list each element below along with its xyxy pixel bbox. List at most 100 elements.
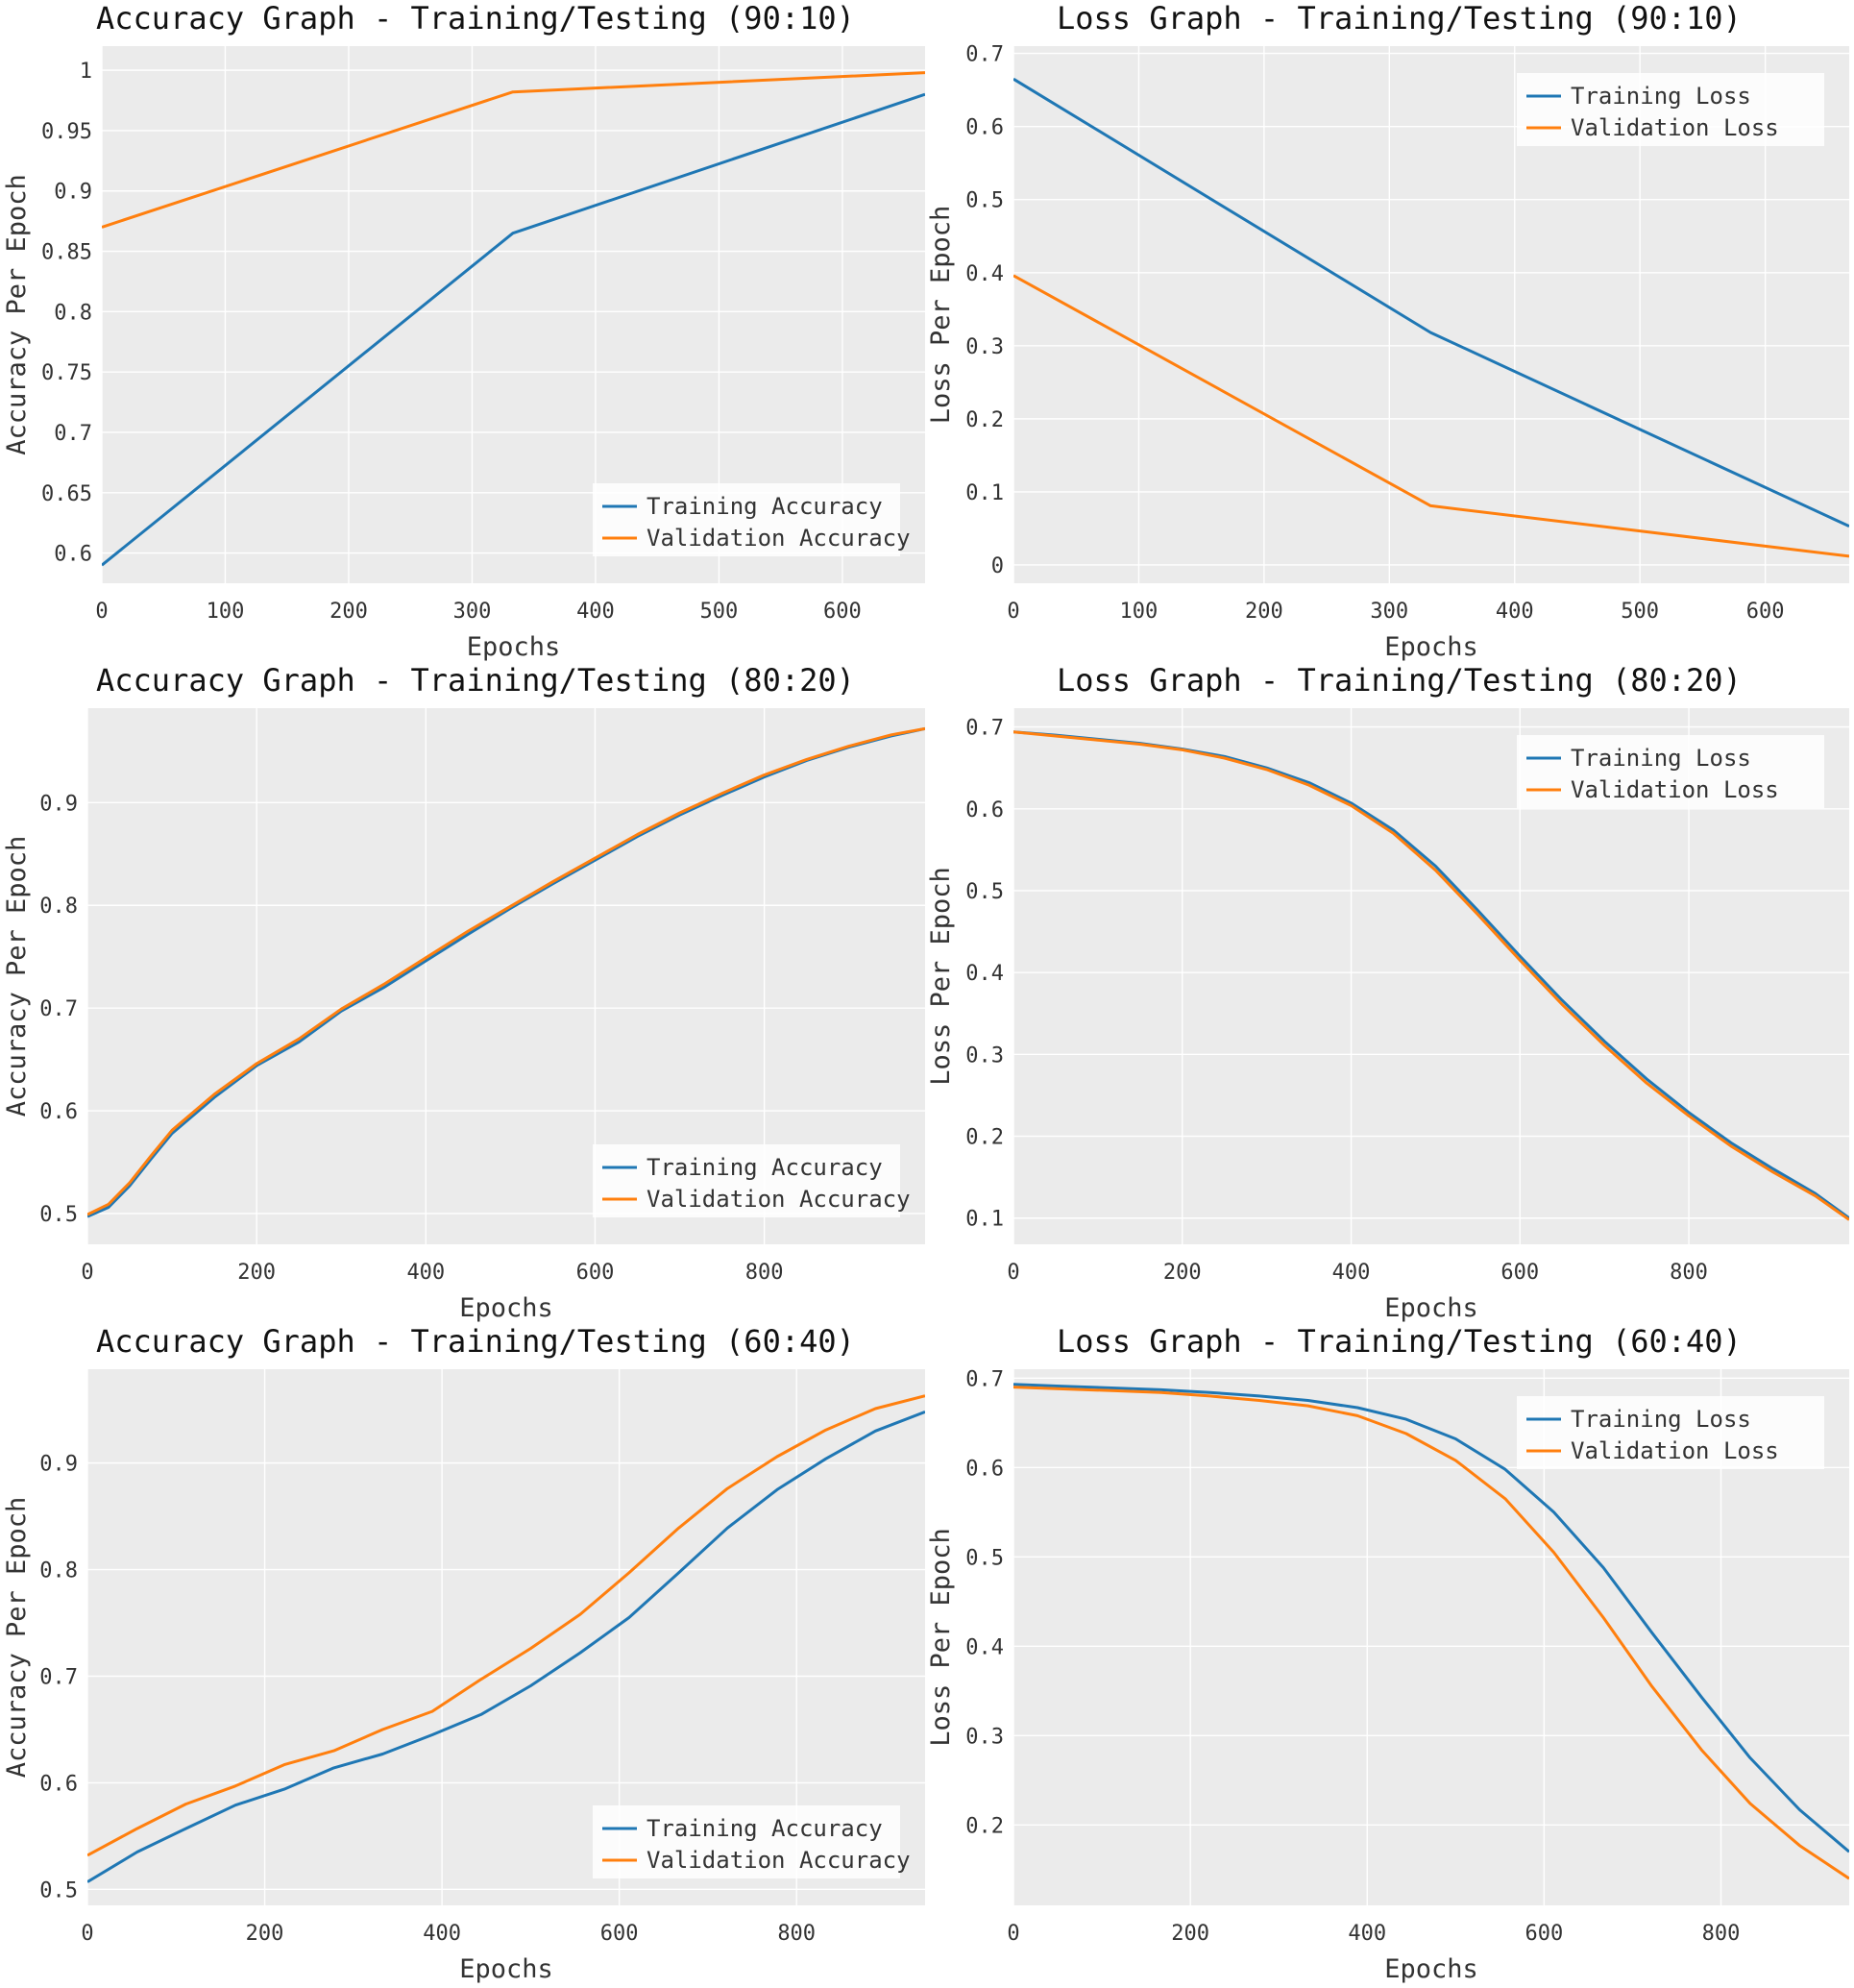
- series-line-validation-loss: [1013, 1386, 1849, 1880]
- x-axis-label: Epochs: [467, 632, 561, 662]
- x-tick-label: 200: [1245, 600, 1283, 624]
- x-tick-label: 600: [1500, 1261, 1539, 1285]
- x-tick-label: 800: [1702, 1922, 1741, 1946]
- y-tick-label: 0.5: [965, 880, 1004, 904]
- x-tick-label: 200: [237, 1261, 276, 1285]
- y-tick-label: 0.6: [54, 543, 92, 567]
- legend-label: Training Loss: [1571, 745, 1751, 772]
- legend: Training Loss Validation Loss: [1517, 73, 1824, 146]
- x-tick-label: 400: [406, 1261, 445, 1285]
- y-tick-label: 0.5: [965, 189, 1004, 213]
- legend: Training Loss Validation Loss: [1517, 735, 1824, 808]
- x-axis-label: Epochs: [459, 1954, 553, 1984]
- y-tick-label: 0.7: [39, 1665, 78, 1689]
- x-tick-label: 0: [1007, 1922, 1019, 1946]
- x-tick-label: 100: [1120, 600, 1159, 624]
- chart-title: Accuracy Graph - Training/Testing (80:20…: [96, 662, 855, 699]
- y-tick-label: 0.85: [41, 241, 92, 265]
- x-tick-label: 100: [207, 600, 245, 624]
- chart-acc-60-40: Accuracy Graph - Training/Testing (60:40…: [2, 1323, 925, 1984]
- y-tick-label: 1: [80, 60, 92, 84]
- y-tick-label: 0.2: [965, 408, 1004, 432]
- legend-box: [593, 483, 900, 556]
- legend-label: Validation Loss: [1571, 1437, 1779, 1464]
- x-tick-label: 400: [1496, 600, 1534, 624]
- legend-label: Validation Accuracy: [646, 525, 911, 552]
- chart-title: Loss Graph - Training/Testing (60:40): [1057, 1323, 1742, 1360]
- x-tick-label: 800: [777, 1922, 816, 1946]
- y-tick-label: 0.7: [54, 422, 92, 446]
- x-axis-label: Epochs: [1384, 632, 1478, 662]
- y-tick-label: 0.8: [54, 301, 92, 325]
- x-tick-label: 0: [1007, 1261, 1019, 1285]
- chart-loss-80-20: Loss Graph - Training/Testing (80:20) 0 20…: [926, 662, 1849, 1323]
- x-tick-label: 0: [1007, 600, 1019, 624]
- y-tick-label: 0.2: [965, 1814, 1004, 1838]
- x-tick-label: 200: [1163, 1261, 1202, 1285]
- chart-title: Loss Graph - Training/Testing (90:10): [1057, 0, 1742, 37]
- x-tick-label: 400: [423, 1922, 461, 1946]
- x-tick-label: 300: [453, 600, 492, 624]
- y-axis-label: Loss Per Epoch: [926, 867, 956, 1086]
- x-tick-label: 200: [1171, 1922, 1209, 1946]
- x-tick-label: 200: [246, 1922, 284, 1946]
- legend-label: Validation Accuracy: [646, 1847, 911, 1874]
- y-tick-label: 0.3: [965, 1043, 1004, 1068]
- y-tick-label: 0.3: [965, 335, 1004, 359]
- chart-title: Accuracy Graph - Training/Testing (90:10…: [96, 0, 855, 37]
- legend-label: Training Accuracy: [646, 1154, 883, 1181]
- x-axis-label: Epochs: [1384, 1293, 1478, 1323]
- y-tick-label: 0.2: [965, 1126, 1004, 1150]
- y-tick-label: 0.7: [39, 997, 78, 1021]
- y-tick-label: 0.7: [965, 717, 1004, 741]
- chart-loss-90-10: Loss Graph - Training/Testing (90:10) 0 10…: [926, 0, 1849, 662]
- legend-label: Validation Accuracy: [646, 1186, 911, 1213]
- series-line-training-loss: [1013, 1383, 1849, 1853]
- y-tick-label: 0.65: [41, 482, 92, 506]
- y-tick-label: 0.3: [965, 1725, 1004, 1749]
- x-tick-label: 500: [700, 600, 739, 624]
- legend: Training Accuracy Validation Accuracy: [593, 483, 911, 556]
- y-axis-label: Loss Per Epoch: [926, 206, 956, 425]
- chart-acc-90-10: Accuracy Graph - Training/Testing (90:10…: [2, 0, 925, 662]
- x-tick-label: 200: [329, 600, 368, 624]
- y-tick-label: 0.6: [965, 1457, 1004, 1481]
- legend-box: [1517, 735, 1824, 808]
- legend-box: [1517, 73, 1824, 146]
- chart-acc-80-20: Accuracy Graph - Training/Testing (80:20…: [2, 662, 925, 1323]
- x-axis-label: Epochs: [459, 1293, 553, 1323]
- y-tick-label: 0.1: [965, 481, 1004, 505]
- y-tick-label: 0.75: [41, 361, 92, 385]
- x-tick-label: 600: [823, 600, 862, 624]
- y-tick-label: 0.1: [965, 1208, 1004, 1232]
- x-tick-label: 500: [1621, 600, 1659, 624]
- legend-label: Training Accuracy: [646, 493, 883, 520]
- x-tick-label: 600: [1746, 600, 1785, 624]
- y-tick-label: 0.7: [965, 1367, 1004, 1391]
- y-tick-label: 0.9: [39, 792, 78, 816]
- y-tick-label: 0.9: [54, 181, 92, 205]
- y-tick-label: 0.6: [965, 798, 1004, 822]
- x-tick-label: 0: [95, 600, 108, 624]
- chart-loss-60-40: Loss Graph - Training/Testing (60:40) 0 20…: [926, 1323, 1849, 1984]
- y-tick-label: 0.5: [39, 1203, 78, 1227]
- x-tick-label: 0: [81, 1922, 93, 1946]
- legend-box: [1517, 1396, 1824, 1469]
- series-line-validation-loss: [1013, 730, 1849, 1221]
- legend: Training Accuracy Validation Accuracy: [593, 1805, 911, 1878]
- series-line-validation-accuracy: [102, 71, 925, 229]
- series-line-validation-loss: [1013, 274, 1849, 558]
- y-tick-label: 0.4: [965, 262, 1004, 286]
- y-tick-label: 0.5: [965, 1546, 1004, 1570]
- series-line-validation-accuracy: [87, 1394, 925, 1857]
- legend-label: Training Accuracy: [646, 1815, 883, 1842]
- series-line-validation-accuracy: [87, 726, 925, 1216]
- y-axis-label: Accuracy Per Epoch: [2, 836, 32, 1117]
- legend: Training Loss Validation Loss: [1517, 1396, 1824, 1469]
- y-tick-label: 0.9: [39, 1453, 78, 1477]
- y-axis-label: Loss Per Epoch: [926, 1528, 956, 1747]
- legend: Training Accuracy Validation Accuracy: [593, 1144, 911, 1217]
- chart-title: Loss Graph - Training/Testing (80:20): [1057, 662, 1742, 699]
- x-tick-label: 0: [81, 1261, 93, 1285]
